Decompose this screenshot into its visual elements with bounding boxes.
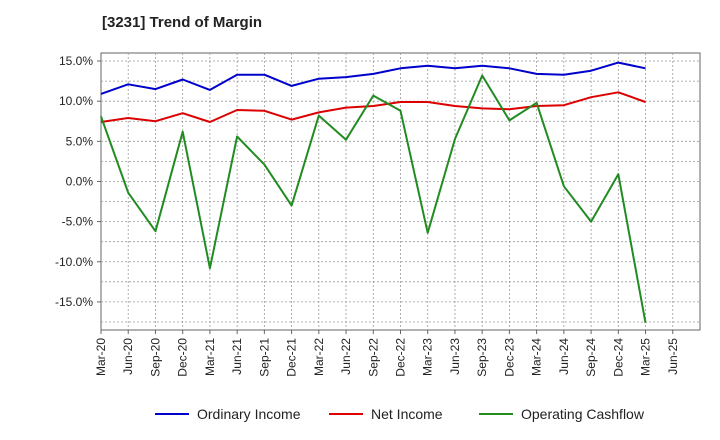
legend: Ordinary Income Net Income Operating Cashf… <box>155 406 645 422</box>
x-tick-label: Dec-22 <box>394 338 408 377</box>
x-tick-label: Sep-24 <box>584 338 598 377</box>
x-tick-label: Dec-20 <box>176 338 190 377</box>
x-tick-label: Jun-25 <box>666 338 680 375</box>
x-tick-label: Jun-21 <box>230 338 244 375</box>
net-income-line <box>100 91 646 123</box>
x-tick-label: Sep-21 <box>257 338 271 377</box>
x-tick-label: Mar-24 <box>530 338 544 376</box>
x-tick-label: Jun-24 <box>557 338 571 375</box>
y-tick-label: 5.0% <box>66 134 94 148</box>
data-series <box>100 61 647 323</box>
legend-label-ordinary-income: Ordinary Income <box>197 406 301 422</box>
x-tick-label: Mar-25 <box>639 338 653 376</box>
axis-labels: 15.0% 10.0% 5.0% 0.0% -5.0% -10.0% -15.0% Mar-2… <box>55 54 680 377</box>
x-tick-label: Mar-21 <box>203 338 217 376</box>
y-tick-label: -15.0% <box>55 295 93 309</box>
x-tick-label: Mar-20 <box>94 338 108 376</box>
y-tick-label: 0.0% <box>66 174 94 188</box>
x-tick-label: Mar-23 <box>421 338 435 376</box>
y-tick-label: 10.0% <box>59 94 93 108</box>
x-tick-label: Dec-21 <box>285 338 299 377</box>
x-tick-label: Sep-22 <box>366 338 380 377</box>
legend-label-net-income: Net Income <box>371 406 443 422</box>
x-tick-label: Jun-23 <box>448 338 462 375</box>
x-tick-label: Jun-22 <box>339 338 353 375</box>
operating-cashflow-line <box>100 74 647 323</box>
x-tick-label: Dec-24 <box>611 338 625 377</box>
ordinary-income-line <box>100 61 646 95</box>
x-tick-label: Jun-20 <box>121 338 135 375</box>
y-tick-label: 15.0% <box>59 54 93 68</box>
x-tick-label: Dec-23 <box>502 338 516 377</box>
y-tick-label: -5.0% <box>62 215 94 229</box>
x-tick-label: Mar-22 <box>312 338 326 376</box>
x-tick-label: Sep-20 <box>148 338 162 377</box>
chart-title: [3231] Trend of Margin <box>102 14 263 31</box>
x-tick-label: Sep-23 <box>475 338 489 377</box>
legend-label-operating-cashflow: Operating Cashflow <box>521 406 645 422</box>
y-tick-label: -10.0% <box>55 255 93 269</box>
